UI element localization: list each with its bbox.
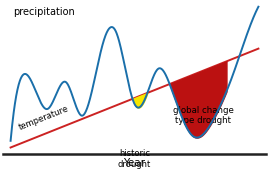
Text: Year: Year [123, 158, 146, 168]
Text: global change
type drought: global change type drought [173, 106, 233, 125]
Text: temperature: temperature [18, 104, 70, 132]
Text: historic
drought: historic drought [118, 149, 151, 169]
Text: precipitation: precipitation [13, 7, 75, 17]
